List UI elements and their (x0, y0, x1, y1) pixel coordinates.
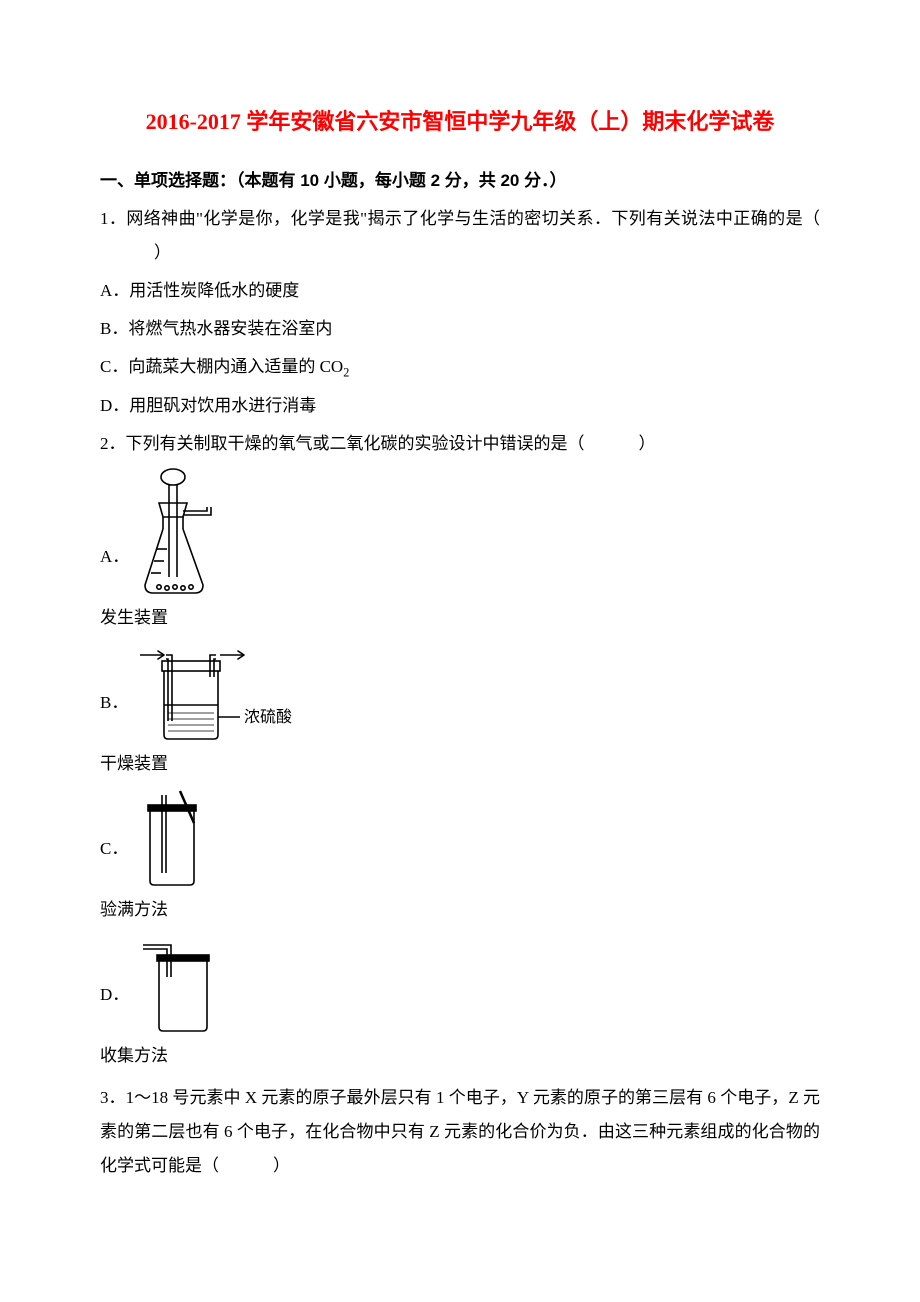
erlenmeyer-generator-icon (137, 467, 227, 597)
q2-stem-end: ） (639, 434, 656, 453)
q2-option-c-label: C． (100, 840, 128, 889)
q1-stem: 1．网络神曲"化学是你，化学是我"揭示了化学与生活的密切关系．下列有关说法中正确… (100, 202, 820, 270)
q2-caption-d: 收集方法 (100, 1039, 820, 1073)
q2-option-c-row: C． (100, 789, 820, 889)
gas-drying-bottle-icon: 浓硫酸 (136, 643, 336, 743)
q2-option-b-row: B． 浓硫酸 (100, 643, 820, 743)
exam-title: 2016-2017 学年安徽省六安市智恒中学九年级（上）期末化学试卷 (100, 100, 820, 144)
q1-option-d: D．用胆矾对饮用水进行消毒 (100, 389, 820, 423)
q2-stem-text: 2．下列有关制取干燥的氧气或二氧化碳的实验设计中错误的是（ (100, 434, 585, 453)
acid-label-text: 浓硫酸 (244, 708, 292, 726)
gas-collection-bottle-icon (137, 935, 227, 1035)
q2-option-b-label: B． (100, 694, 128, 743)
q1-stem-end: ） (154, 243, 171, 262)
full-test-bottle-icon (136, 789, 216, 889)
q1-option-c-sub: 2 (343, 365, 349, 379)
q1-option-c-text: C．向蔬菜大棚内通入适量的 CO (100, 357, 343, 376)
q2-option-d-row: D． (100, 935, 820, 1035)
q2-option-d-label: D． (100, 986, 129, 1035)
q1-option-c: C．向蔬菜大棚内通入适量的 CO2 (100, 350, 820, 385)
q3-stem: 3．1～18 号元素中 X 元素的原子最外层只有 1 个电子，Y 元素的原子的第… (100, 1081, 820, 1183)
q3-stem-end: ） (273, 1156, 290, 1175)
q2-caption-a: 发生装置 (100, 601, 820, 635)
q1-option-b: B．将燃气热水器安装在浴室内 (100, 312, 820, 346)
q3-stem-text: 3．1～18 号元素中 X 元素的原子最外层只有 1 个电子，Y 元素的原子的第… (100, 1088, 820, 1175)
q1-option-a: A．用活性炭降低水的硬度 (100, 274, 820, 308)
q2-stem: 2．下列有关制取干燥的氧气或二氧化碳的实验设计中错误的是（ ） (100, 427, 820, 461)
q2-caption-b: 干燥装置 (100, 747, 820, 781)
q2-option-a-row: A． (100, 467, 820, 597)
q2-caption-c: 验满方法 (100, 893, 820, 927)
q1-stem-text: 1．网络神曲"化学是你，化学是我"揭示了化学与生活的密切关系．下列有关说法中正确… (100, 209, 820, 228)
section-1-header: 一、单项选择题：（本题有 10 小题，每小题 2 分，共 20 分．） (100, 164, 820, 198)
q2-option-a-label: A． (100, 548, 129, 597)
